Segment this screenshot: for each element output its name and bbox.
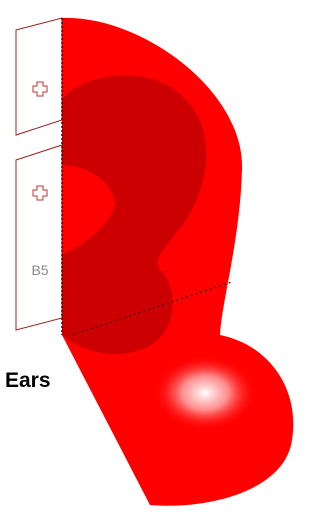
ear-diagram: B5 Ears	[0, 0, 302, 521]
flap-upper	[16, 18, 62, 135]
region-label: B5	[31, 262, 48, 278]
page: B5 Ears (() => { const data = JSON.parse…	[0, 0, 302, 521]
lobe-highlight	[153, 355, 257, 431]
title: Ears	[5, 369, 51, 392]
flap-lower	[16, 145, 62, 330]
